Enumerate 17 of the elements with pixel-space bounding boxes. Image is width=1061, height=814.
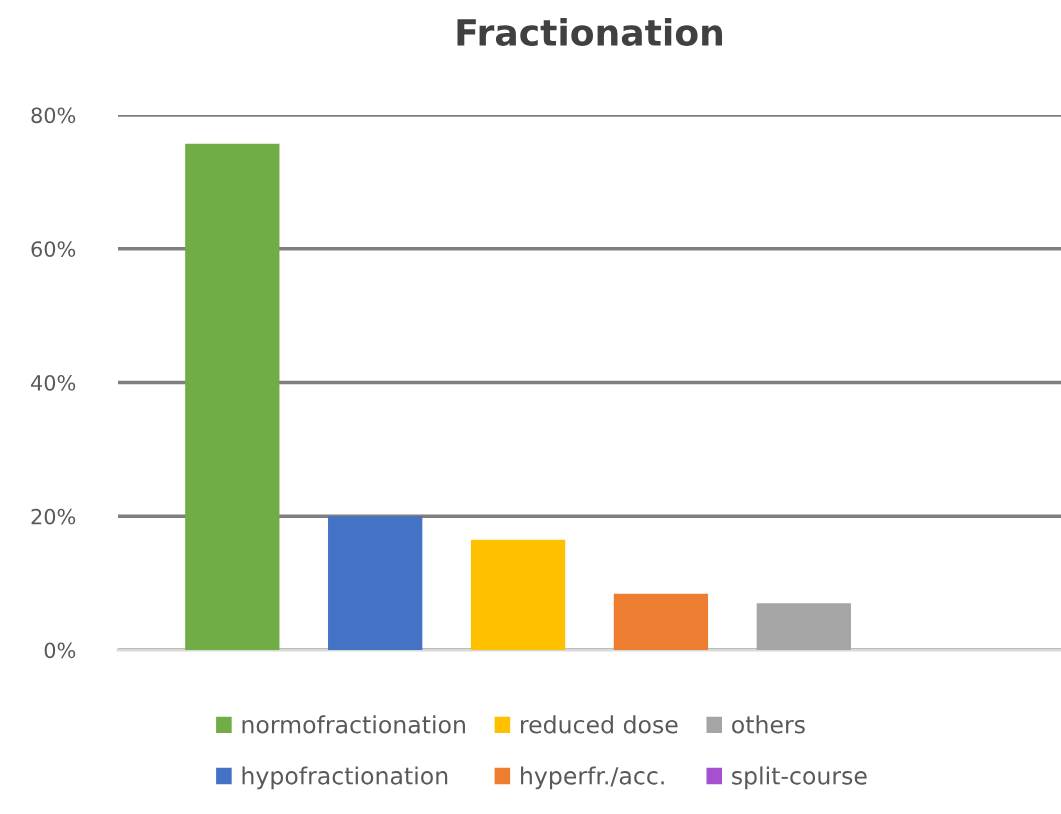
legend-label: normofractionation	[242, 715, 465, 734]
bar	[328, 516, 423, 650]
legend-label: others	[732, 715, 805, 734]
bar	[613, 593, 709, 650]
bar	[470, 539, 566, 650]
legend-label: hyperfr./acc.	[521, 766, 664, 790]
y-tick-label: 40%	[31, 374, 76, 391]
legend-label: split-course	[732, 766, 867, 790]
y-tick-label: 80%	[31, 107, 76, 124]
y-tick-label: 20%	[31, 508, 76, 525]
y-tick-label: 60%	[31, 241, 76, 257]
chart-title: Fractionation	[457, 18, 722, 47]
y-tick-label: 0%	[44, 642, 76, 659]
legend-label: reduced dose	[521, 715, 678, 734]
bar	[756, 603, 851, 650]
bar	[185, 143, 280, 650]
legend-label: hypofractionation	[242, 766, 448, 790]
